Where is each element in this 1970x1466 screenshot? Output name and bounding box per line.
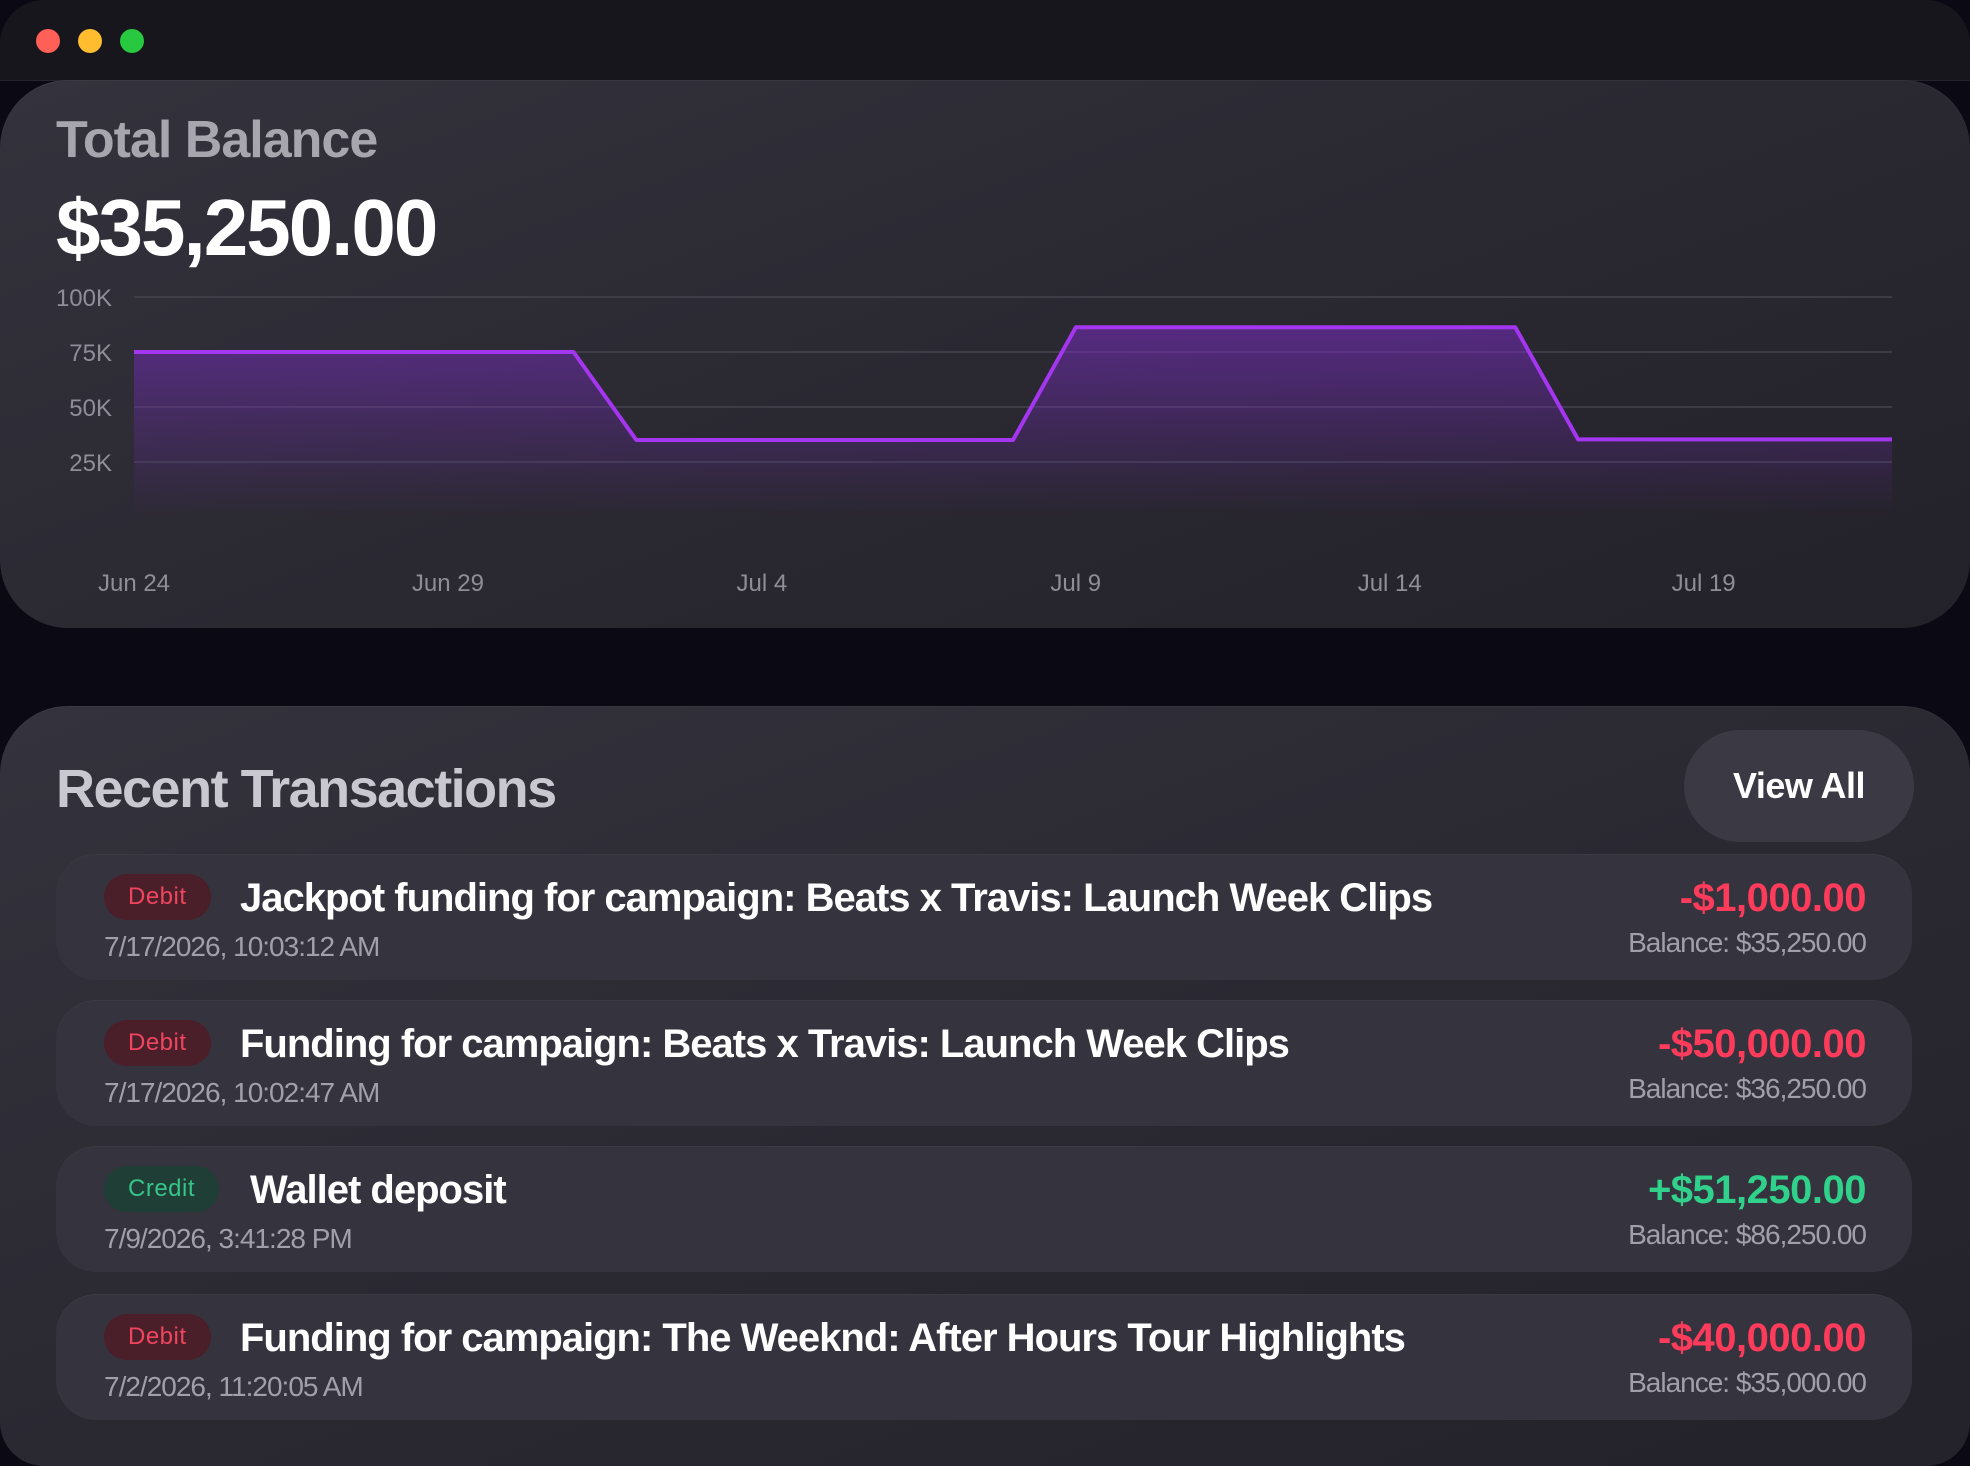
balance-value: $35,250.00 <box>56 183 438 272</box>
transaction-amount: -$1,000.00 <box>1679 876 1867 920</box>
debit-badge: Debit <box>104 1020 211 1066</box>
x-tick-label: Jul 4 <box>737 570 788 597</box>
y-tick-label: 100K <box>56 285 112 312</box>
x-tick-label: Jul 19 <box>1672 570 1736 597</box>
transaction-date: 7/17/2026, 10:02:47 AM <box>104 1077 380 1108</box>
transaction-date: 7/17/2026, 10:03:12 AM <box>104 931 380 962</box>
y-tick-label: 75K <box>69 340 112 367</box>
transaction-description: Funding for campaign: Beats x Travis: La… <box>240 1022 1290 1066</box>
transaction-balance: Balance: $36,250.00 <box>1628 1073 1867 1104</box>
debit-badge: Debit <box>104 874 211 920</box>
series-line <box>134 325 1892 442</box>
transaction-row[interactable]: Credit Wallet deposit 7/9/2026, 3:41:28 … <box>56 1146 1912 1272</box>
transaction-row[interactable]: Debit Jackpot funding for campaign: Beat… <box>56 854 1912 980</box>
close-window-button[interactable] <box>36 29 60 53</box>
transaction-date: 7/9/2026, 3:41:28 PM <box>104 1223 353 1254</box>
transactions-title: Recent Transactions <box>56 759 557 819</box>
transaction-amount: +$51,250.00 <box>1647 1168 1867 1212</box>
series-area <box>134 327 1892 517</box>
transaction-amount: -$40,000.00 <box>1657 1316 1867 1360</box>
y-tick-label: 25K <box>69 450 112 477</box>
balance-label: Total Balance <box>56 111 378 169</box>
x-tick-label: Jul 14 <box>1358 570 1422 597</box>
transaction-date: 7/2/2026, 11:20:05 AM <box>104 1371 364 1402</box>
maximize-window-button[interactable] <box>120 29 144 53</box>
transactions-card: Recent Transactions View All Debit Jackp… <box>0 706 1970 1466</box>
debit-badge: Debit <box>104 1314 211 1360</box>
x-tick-label: Jun 24 <box>98 570 170 597</box>
title-bar <box>0 0 1970 81</box>
transaction-description: Wallet deposit <box>250 1168 507 1212</box>
minimize-window-button[interactable] <box>78 29 102 53</box>
transaction-row[interactable]: Debit Funding for campaign: The Weeknd: … <box>56 1294 1912 1420</box>
balance-card: Total Balance $35,250.00 100K 75K 50K 25K J… <box>0 80 1970 628</box>
y-tick-label: 50K <box>69 395 112 422</box>
transaction-amount: -$50,000.00 <box>1657 1022 1867 1066</box>
x-tick-label: Jul 9 <box>1050 570 1101 597</box>
credit-badge: Credit <box>104 1166 220 1212</box>
balance-chart: 100K 75K 50K 25K Jun 24 Jun 29 Jul 4 Jul 9 Jul … <box>56 285 1892 597</box>
transaction-row[interactable]: Debit Funding for campaign: Beats x Trav… <box>56 1000 1912 1126</box>
transaction-description: Funding for campaign: The Weeknd: After … <box>240 1316 1406 1360</box>
x-tick-label: Jun 29 <box>412 570 484 597</box>
transaction-balance: Balance: $35,000.00 <box>1628 1367 1867 1398</box>
view-all-button[interactable]: View All <box>1684 730 1914 842</box>
transaction-balance: Balance: $86,250.00 <box>1628 1219 1867 1250</box>
transaction-description: Jackpot funding for campaign: Beats x Tr… <box>240 876 1433 920</box>
transaction-balance: Balance: $35,250.00 <box>1628 927 1867 958</box>
